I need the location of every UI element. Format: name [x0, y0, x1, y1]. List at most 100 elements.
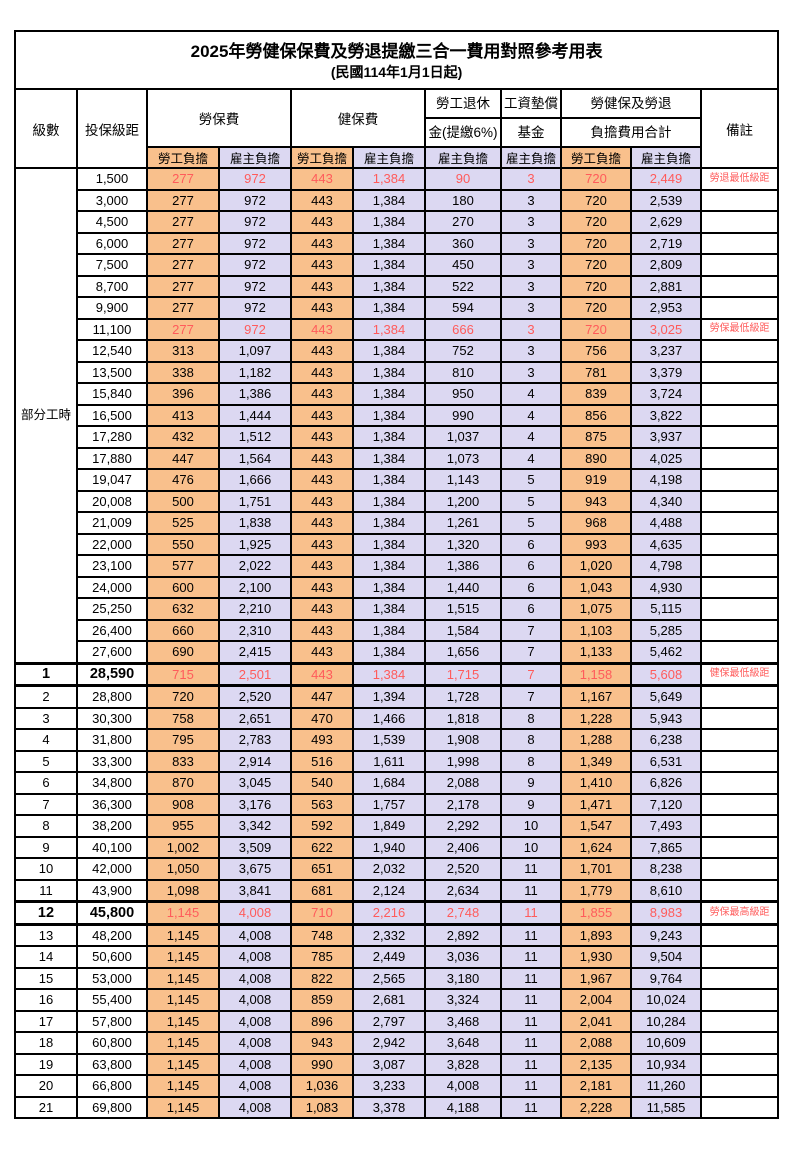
cell-level: 13	[14, 923, 78, 947]
cell-labor-employee: 432	[146, 425, 220, 449]
cell-health-employee: 443	[290, 532, 354, 556]
cell-total-employer: 11,260	[630, 1074, 702, 1098]
cell-labor-employer: 3,841	[218, 878, 292, 903]
cell-bracket: 20,008	[76, 489, 148, 513]
cell-total-employer: 4,488	[630, 511, 702, 535]
cell-bracket: 33,300	[76, 749, 148, 773]
cell-fund-employer: 7	[500, 640, 562, 664]
table-row: 6 34,800 870 3,045 540 1,684 2,088 9 1,410 6,826	[14, 771, 780, 795]
cell-pension-employer: 1,908	[424, 728, 502, 752]
cell-level: 4	[14, 728, 78, 752]
cell-labor-employee: 577	[146, 554, 220, 578]
cell-bracket: 8,700	[76, 274, 148, 298]
cell-health-employee: 470	[290, 706, 354, 730]
cell-note: 勞保最高級距	[699, 900, 780, 926]
cell-health-employee: 443	[290, 403, 354, 427]
cell-labor-employee: 870	[146, 771, 220, 795]
cell-labor-employee: 660	[146, 618, 220, 642]
cell-total-employer: 5,608	[630, 661, 702, 687]
cell-labor-employee: 500	[146, 489, 220, 513]
cell-health-employee: 443	[290, 274, 354, 298]
cell-labor-employee: 908	[146, 792, 220, 816]
cell-health-employee: 990	[290, 1052, 354, 1076]
cell-health-employer: 2,449	[352, 945, 426, 969]
cell-level: 10	[14, 857, 78, 881]
cell-pension-employer: 1,200	[424, 489, 502, 513]
cell-health-employer: 1,384	[352, 489, 426, 513]
cell-pension-employer: 666	[424, 317, 502, 341]
cell-bracket: 50,600	[76, 945, 148, 969]
cell-fund-employer: 11	[500, 945, 562, 969]
cell-note	[699, 231, 780, 255]
cell-pension-employer: 1,715	[424, 661, 502, 687]
cell-total-employee: 1,967	[560, 966, 632, 990]
cell-bracket: 4,500	[76, 210, 148, 234]
cell-total-employee: 1,228	[560, 706, 632, 730]
cell-health-employer: 1,384	[352, 274, 426, 298]
cell-total-employer: 5,462	[630, 640, 702, 664]
table-row: 22,000 550 1,925 443 1,384 1,320 6 993 4,635	[15, 532, 780, 556]
cell-health-employee: 748	[290, 923, 354, 947]
cell-level: 14	[14, 945, 78, 969]
cell-total-employee: 2,135	[560, 1052, 632, 1076]
cell-labor-employee: 1,145	[146, 900, 220, 926]
cell-labor-employee: 277	[146, 253, 220, 277]
subheader-total-employee-share: 勞工負擔	[560, 146, 632, 169]
cell-labor-employer: 4,008	[218, 1009, 292, 1033]
cell-labor-employee: 833	[146, 749, 220, 773]
cell-labor-employer: 3,509	[218, 835, 292, 859]
cell-fund-employer: 3	[500, 296, 562, 320]
cell-total-employer: 9,764	[630, 966, 702, 990]
cell-pension-employer: 2,634	[424, 878, 502, 903]
cell-note	[699, 296, 780, 320]
subheader-health-employer-share: 雇主負擔	[352, 146, 426, 169]
cell-total-employer: 3,025	[630, 317, 702, 341]
cell-level: 5	[14, 749, 78, 773]
cell-labor-employee: 277	[146, 167, 220, 191]
table-row: 17,880 447 1,564 443 1,384 1,073 4 890 4,025	[15, 446, 780, 470]
cell-total-employer: 8,983	[630, 900, 702, 926]
header-bracket: 投保級距	[76, 88, 148, 169]
cell-bracket: 26,400	[76, 618, 148, 642]
cell-health-employer: 1,384	[352, 210, 426, 234]
cell-pension-employer: 1,584	[424, 618, 502, 642]
cell-total-employer: 8,238	[630, 857, 702, 881]
cell-total-employer: 2,539	[630, 188, 702, 212]
cell-total-employer: 4,635	[630, 532, 702, 556]
cell-pension-employer: 3,648	[424, 1031, 502, 1055]
cell-note	[699, 1095, 780, 1119]
cell-labor-employee: 690	[146, 640, 220, 664]
header-health-insurance: 健保費	[290, 88, 426, 148]
table-row: 9 40,100 1,002 3,509 622 1,940 2,406 10 1,624 7,8…	[14, 835, 780, 859]
table-row: 15,840 396 1,386 443 1,384 950 4 839 3,724	[15, 382, 780, 406]
cell-total-employer: 11,585	[630, 1095, 702, 1119]
cell-note	[699, 532, 780, 556]
cell-bracket: 28,800	[76, 684, 148, 709]
cell-fund-employer: 3	[500, 210, 562, 234]
cell-note	[699, 1074, 780, 1098]
cell-labor-employee: 476	[146, 468, 220, 492]
cell-note	[699, 1031, 780, 1055]
cell-level: 8	[14, 814, 78, 838]
cell-total-employer: 7,493	[630, 814, 702, 838]
header-labor-insurance: 勞保費	[146, 88, 292, 148]
cell-labor-employer: 2,210	[218, 597, 292, 621]
cell-labor-employer: 1,097	[218, 339, 292, 363]
cell-health-employer: 1,384	[352, 618, 426, 642]
cell-bracket: 11,100	[76, 317, 148, 341]
cell-pension-employer: 450	[424, 253, 502, 277]
cell-total-employer: 4,198	[630, 468, 702, 492]
cell-total-employee: 1,547	[560, 814, 632, 838]
cell-bracket: 28,590	[76, 661, 148, 687]
table-row: 11 43,900 1,098 3,841 681 2,124 2,634 11 1,779 8,…	[14, 878, 780, 903]
cell-health-employer: 1,384	[352, 554, 426, 578]
cell-level: 15	[14, 966, 78, 990]
cell-total-employer: 2,809	[630, 253, 702, 277]
cell-total-employer: 8,610	[630, 878, 702, 903]
cell-health-employer: 1,384	[352, 511, 426, 535]
cell-fund-employer: 3	[500, 167, 562, 191]
cell-total-employer: 9,504	[630, 945, 702, 969]
cell-note	[699, 1052, 780, 1076]
cell-total-employee: 720	[560, 210, 632, 234]
cell-note	[699, 511, 780, 535]
